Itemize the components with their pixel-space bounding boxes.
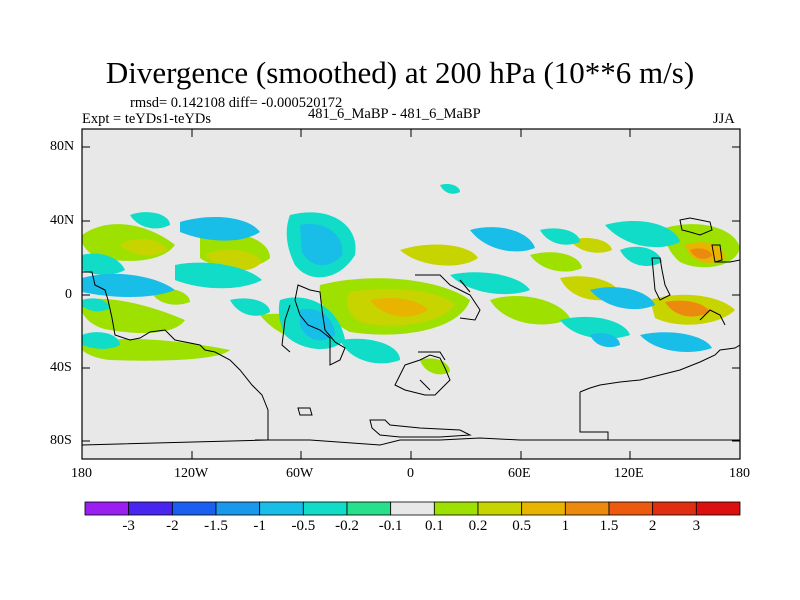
colorbar-label: 3 bbox=[692, 518, 701, 534]
colorbar-label: 2 bbox=[648, 518, 657, 534]
plot-title: Divergence (smoothed) at 200 hPa (10**6 … bbox=[105, 55, 695, 90]
colorbar-label: -0.2 bbox=[335, 518, 359, 534]
colorbar-swatch bbox=[84, 501, 130, 516]
coastlines bbox=[81, 217, 741, 446]
colorbar-label: -0.1 bbox=[378, 518, 403, 534]
lon-tick-label: 60E bbox=[508, 466, 531, 481]
experiment-label: Expt = teYDs1-teYDs bbox=[82, 111, 211, 127]
lon-tick-label: 60W bbox=[286, 466, 314, 481]
lon-tick-label: 120E bbox=[614, 466, 644, 481]
colorbar-label: 0.5 bbox=[512, 518, 532, 534]
colorbar-swatch bbox=[215, 501, 261, 516]
colorbar-label: -2 bbox=[166, 518, 179, 534]
lon-tick-label: 180 bbox=[729, 466, 750, 481]
lon-tick-label: 180 bbox=[71, 466, 92, 481]
lat-tick-label: 0 bbox=[65, 287, 72, 302]
axis-ticks bbox=[81, 129, 741, 459]
colorbar-swatch bbox=[477, 501, 523, 516]
colorbar-swatch bbox=[128, 501, 173, 516]
colorbar-swatch bbox=[521, 501, 566, 516]
colorbar-swatch bbox=[390, 501, 435, 516]
colorbar-swatch bbox=[346, 501, 392, 516]
colorbar-label: -0.5 bbox=[291, 518, 316, 534]
colorbar-swatch bbox=[695, 501, 741, 516]
colorbar-swatch bbox=[564, 501, 610, 516]
colorbar-label: 0.2 bbox=[468, 518, 488, 534]
colorbar-swatch bbox=[433, 501, 479, 516]
colorbar-swatch bbox=[652, 501, 697, 516]
season-label: JJA bbox=[713, 111, 735, 127]
colorbar-label: 1 bbox=[561, 518, 570, 534]
lat-tick-label: 80N bbox=[50, 139, 75, 154]
lat-tick-label: 80S bbox=[50, 433, 72, 448]
colorbar-label: -1.5 bbox=[204, 518, 228, 534]
lon-tick-label: 120W bbox=[174, 466, 209, 481]
colorbar-swatch bbox=[171, 501, 217, 516]
case-label: 481_6_MaBP - 481_6_MaBP bbox=[308, 106, 481, 122]
colorbar-label: 1.5 bbox=[599, 518, 619, 534]
colorbar-swatch bbox=[259, 501, 304, 516]
colorbar-label: 0.1 bbox=[424, 518, 444, 534]
lon-tick-label: 0 bbox=[407, 466, 414, 481]
colorbar-label: -1 bbox=[253, 518, 266, 534]
rmsd-diff-stats: rmsd= 0.142108 diff= -0.000520172 bbox=[130, 95, 343, 111]
lat-tick-label: 40N bbox=[50, 213, 75, 228]
colorbar-swatch bbox=[608, 501, 654, 516]
colorbar bbox=[84, 501, 741, 516]
lat-tick-label: 40S bbox=[50, 360, 72, 375]
colorbar-label: -3 bbox=[122, 518, 135, 534]
colorbar-swatch bbox=[302, 501, 348, 516]
